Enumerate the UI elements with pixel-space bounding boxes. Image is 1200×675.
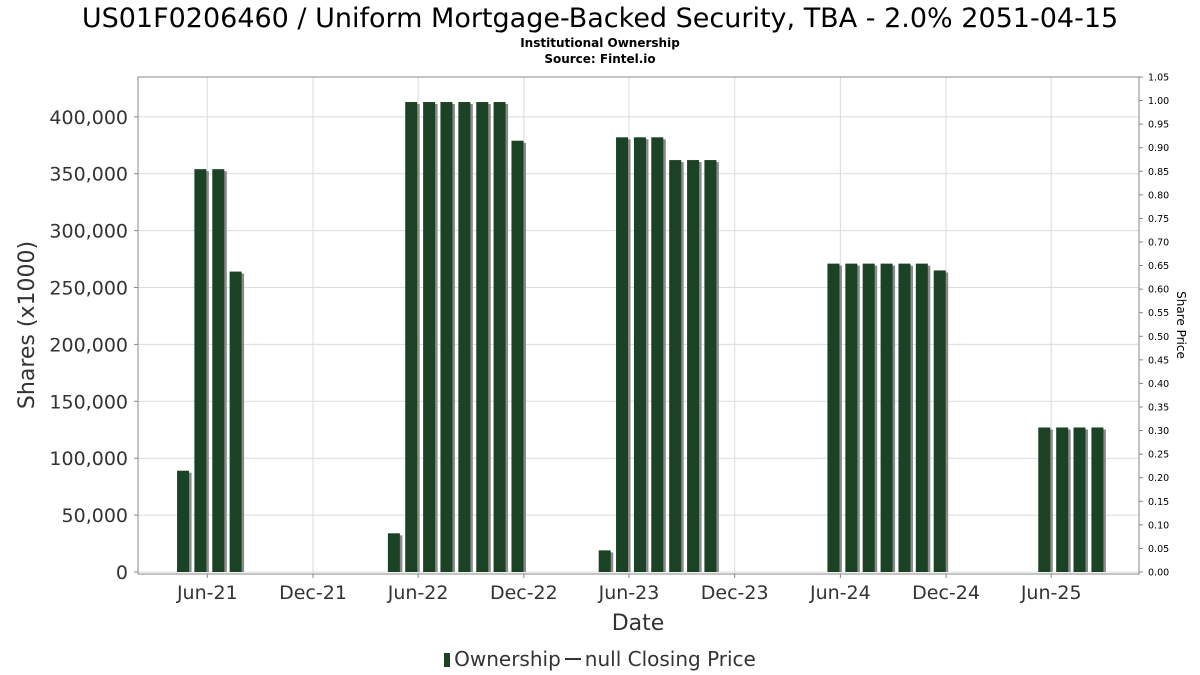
ownership-bar <box>845 263 858 572</box>
legend-price-swatch <box>564 658 581 660</box>
y2-tick-label: 0.90 <box>1148 143 1169 154</box>
ownership-bar <box>1091 427 1104 572</box>
x-tick-label: Jun-24 <box>809 582 871 604</box>
y2-tick-label: 0.55 <box>1148 308 1169 319</box>
y-tick-label: 150,000 <box>49 391 128 413</box>
y2-tick-label: 0.15 <box>1148 497 1169 508</box>
ownership-bar <box>423 102 436 572</box>
ownership-bar <box>898 263 911 572</box>
axes-layer: 0 50,000 100,000 150,000 200,000 250,000 300,0… <box>49 73 1169 605</box>
y2-tick-label: 0.10 <box>1148 520 1169 531</box>
y-axis-label: Shares (x1000) <box>15 241 40 409</box>
bars-layer <box>177 102 1106 573</box>
y2-tick-label: 0.35 <box>1148 403 1169 414</box>
ownership-bar <box>704 160 717 572</box>
ownership-bar <box>229 271 242 572</box>
y-tick-label: 100,000 <box>49 448 128 470</box>
x-tick-label: Jun-21 <box>176 582 238 604</box>
ownership-bar <box>827 263 840 572</box>
y2-tick-label: 0.30 <box>1148 426 1169 437</box>
ownership-bar <box>493 102 506 572</box>
x-tick-label: Jun-25 <box>1020 582 1082 604</box>
y2-tick-label: 0.65 <box>1148 261 1169 272</box>
y2-tick-label: 0.00 <box>1148 568 1169 579</box>
y-tick-label: 200,000 <box>49 334 128 356</box>
y-tick-label: 250,000 <box>49 278 128 300</box>
y2-tick-label: 0.80 <box>1148 190 1169 201</box>
y2-tick-label: 0.85 <box>1148 167 1169 178</box>
y2-axis-label: Share Price <box>1174 291 1188 359</box>
y2-tick-label: 0.60 <box>1148 285 1169 296</box>
ownership-bar <box>1038 427 1051 572</box>
y-tick-label: 400,000 <box>49 107 128 129</box>
x-tick-label: Dec-22 <box>490 582 558 604</box>
ownership-bar <box>616 137 629 572</box>
y2-tick-label: 0.95 <box>1148 120 1169 131</box>
ownership-bar <box>1056 427 1069 572</box>
ownership-bar <box>476 102 489 572</box>
chart-title: US01F0206460 / Uniform Mortgage-Backed S… <box>81 3 1119 34</box>
chart-source: Source: Fintel.io <box>544 52 656 66</box>
legend-ownership-label: Ownership <box>454 647 561 671</box>
ownership-bar <box>458 102 471 572</box>
x-tick-label: Dec-21 <box>279 582 347 604</box>
y2-tick-label: 0.05 <box>1148 544 1169 555</box>
x-tick-label: Jun-23 <box>598 582 660 604</box>
y-tick-label: 300,000 <box>49 221 128 243</box>
ownership-bar <box>633 137 646 572</box>
y2-tick-label: 0.20 <box>1148 473 1169 484</box>
x-tick-label: Dec-23 <box>701 582 769 604</box>
y2-tick-label: 0.25 <box>1148 450 1169 461</box>
legend-price-label: null Closing Price <box>584 647 756 671</box>
plot-frame <box>137 76 1140 575</box>
ownership-bar <box>598 550 611 572</box>
y-tick-label: 350,000 <box>49 164 128 186</box>
ownership-bar <box>212 169 225 572</box>
y2-tick-label: 1.05 <box>1148 73 1169 84</box>
y2-tick-label: 0.45 <box>1148 355 1169 366</box>
y-tick-label: 0 <box>116 562 128 584</box>
y2-tick-label: 1.00 <box>1148 96 1169 107</box>
ownership-bar <box>669 160 682 572</box>
y-tick-label: 50,000 <box>62 505 128 527</box>
ownership-bar <box>651 137 664 572</box>
ownership-bar <box>511 140 524 573</box>
ownership-bar <box>387 533 400 572</box>
ownership-bar <box>915 263 928 572</box>
x-tick-label: Dec-24 <box>912 582 980 604</box>
ownership-bar <box>440 102 453 572</box>
ownership-bar <box>862 263 875 572</box>
ownership-bar <box>687 160 700 572</box>
y2-tick-label: 0.40 <box>1148 379 1169 390</box>
ownership-bar <box>1073 427 1086 572</box>
ownership-bar <box>405 102 418 572</box>
x-axis-label: Date <box>612 611 665 636</box>
y2-tick-label: 0.75 <box>1148 214 1169 225</box>
ownership-bar <box>933 270 946 572</box>
ownership-bar <box>194 169 207 572</box>
legend-ownership-swatch <box>444 653 451 667</box>
chart-legend: Ownership null Closing Price <box>0 646 1200 672</box>
ownership-bar <box>177 470 190 572</box>
x-tick-label: Jun-22 <box>387 582 449 604</box>
chart-subtitle: Institutional Ownership <box>520 36 680 50</box>
y2-tick-label: 0.70 <box>1148 238 1169 249</box>
y2-tick-label: 0.50 <box>1148 332 1169 343</box>
ownership-bar <box>880 263 893 572</box>
